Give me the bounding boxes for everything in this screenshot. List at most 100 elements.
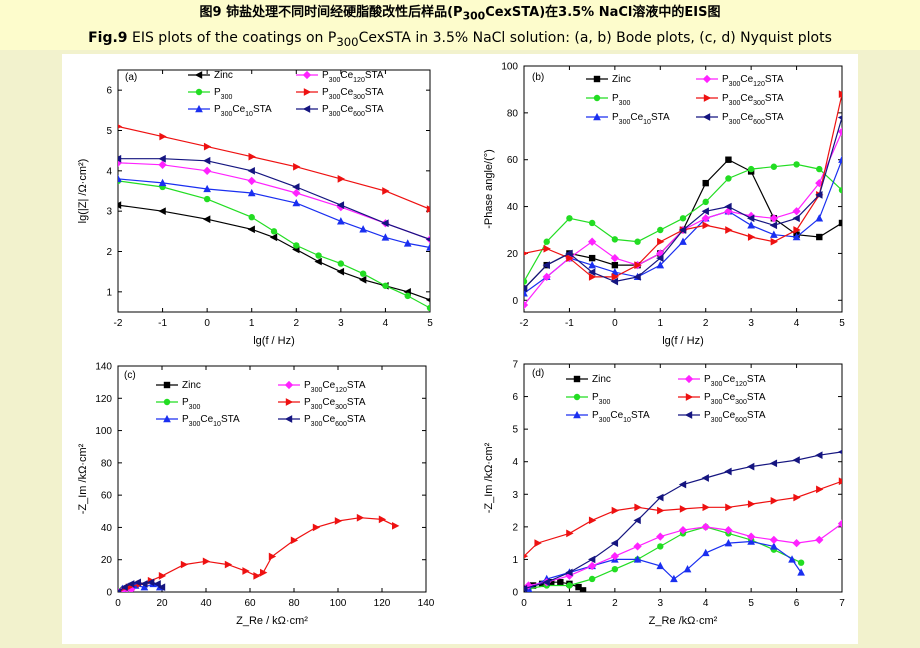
data-point: [837, 449, 842, 455]
y-tick-label: 4: [512, 457, 518, 468]
data-point: [359, 270, 367, 277]
data-point: [270, 228, 278, 235]
x-tick-label: -1: [158, 318, 167, 329]
data-point: [633, 555, 642, 563]
data-point: [356, 513, 365, 522]
data-point: [158, 572, 167, 580]
legend-marker: [163, 398, 171, 406]
x-axis-label: lg(f / Hz): [662, 335, 704, 347]
legend-marker: [195, 88, 203, 96]
data-point: [247, 225, 255, 234]
data-point: [611, 273, 620, 281]
series-line-P300: [118, 180, 430, 309]
data-point: [378, 515, 387, 524]
data-point: [120, 583, 128, 591]
legend-marker: [573, 393, 581, 401]
legend-marker: [684, 411, 693, 419]
data-point: [634, 503, 642, 512]
legend-label: P300Ce10STA: [182, 414, 240, 428]
y-tick-label: 1: [512, 555, 518, 566]
data-point: [358, 275, 367, 284]
data-point: [837, 115, 842, 120]
data-point: [793, 493, 801, 502]
data-point: [158, 207, 166, 216]
data-point: [770, 496, 779, 505]
legend-marker: [593, 112, 601, 121]
data-point: [815, 214, 824, 222]
x-tick-label: 5: [748, 598, 754, 609]
data-point: [247, 166, 255, 175]
data-point: [565, 249, 573, 258]
data-point: [633, 516, 641, 525]
data-point: [314, 257, 322, 266]
data-point: [746, 462, 755, 471]
data-point: [702, 198, 709, 206]
data-point: [797, 559, 805, 566]
y-tick-label: 6: [106, 86, 112, 97]
data-point: [587, 555, 596, 564]
data-point: [679, 505, 688, 513]
data-point: [334, 517, 343, 525]
data-point: [203, 142, 212, 151]
x-tick-label: 2: [612, 598, 618, 609]
series-line-Zinc: [118, 204, 430, 301]
legend-label: P300Ce300STA: [704, 392, 766, 406]
data-point: [202, 156, 211, 165]
data-point: [815, 535, 824, 545]
data-point: [381, 219, 389, 228]
data-point: [269, 233, 278, 242]
data-point: [770, 542, 778, 550]
legend-marker: [285, 398, 294, 406]
legend-label: P300Ce120STA: [304, 380, 366, 394]
data-point: [725, 503, 733, 512]
data-point: [588, 260, 596, 269]
legend-marker: [303, 88, 312, 96]
data-point: [292, 188, 301, 198]
data-point: [769, 221, 778, 230]
data-point: [770, 163, 778, 170]
data-point: [202, 557, 211, 566]
x-tick-label: -2: [520, 318, 529, 329]
data-point: [837, 519, 842, 528]
data-point: [747, 165, 755, 173]
legend-marker: [702, 113, 711, 121]
legend-marker: [573, 410, 581, 419]
y-axis-label: lg(|Z| /Ω·cm²): [77, 159, 89, 224]
data-point: [242, 567, 250, 575]
series-line-P300Ce600STA: [524, 451, 842, 590]
data-point: [524, 278, 528, 285]
series-line-P300Ce300STA: [118, 125, 430, 210]
x-tick-label: 1: [658, 318, 664, 329]
data-point: [797, 568, 805, 576]
y-axis-label: -Z_Im /kΩ·cm²: [483, 442, 495, 513]
data-point: [140, 580, 148, 588]
data-point: [248, 152, 256, 161]
legend: Zinc P300 P300Ce10STA P300Ce120STA P300Ce300…: [566, 374, 766, 424]
data-point: [587, 268, 596, 277]
legend: Zinc P300 P300Ce10STA P300Ce120STA P300Ce300…: [188, 70, 384, 118]
data-point: [788, 555, 796, 563]
y-tick-label: 40: [507, 202, 519, 213]
data-point: [701, 474, 709, 482]
data-point: [770, 230, 778, 238]
y-tick-label: 7: [512, 360, 518, 371]
x-axis-label: Z_Re /kΩ·cm²: [649, 615, 718, 627]
panel-label: (d): [532, 368, 544, 379]
x-tick-label: 0: [612, 318, 618, 329]
y-tick-label: 20: [101, 555, 113, 566]
data-point: [725, 156, 732, 163]
y-tick-label: 0: [512, 588, 518, 599]
data-point: [837, 127, 842, 136]
data-point: [656, 532, 665, 541]
plot-frame: [117, 365, 427, 593]
caption-chinese: 图9 铈盐处理不同时间经硬脂酸改性后样品(P300CexSTA)在3.5% Na…: [199, 5, 721, 23]
data-point: [588, 254, 596, 262]
data-point: [633, 273, 641, 281]
data-point: [557, 579, 564, 586]
legend-label: Zinc: [182, 380, 201, 391]
data-point: [579, 587, 587, 592]
panel-label: (b): [532, 72, 544, 83]
data-point: [747, 233, 756, 241]
x-tick-label: 3: [748, 318, 754, 329]
legend-label: P300Ce10STA: [592, 410, 650, 424]
